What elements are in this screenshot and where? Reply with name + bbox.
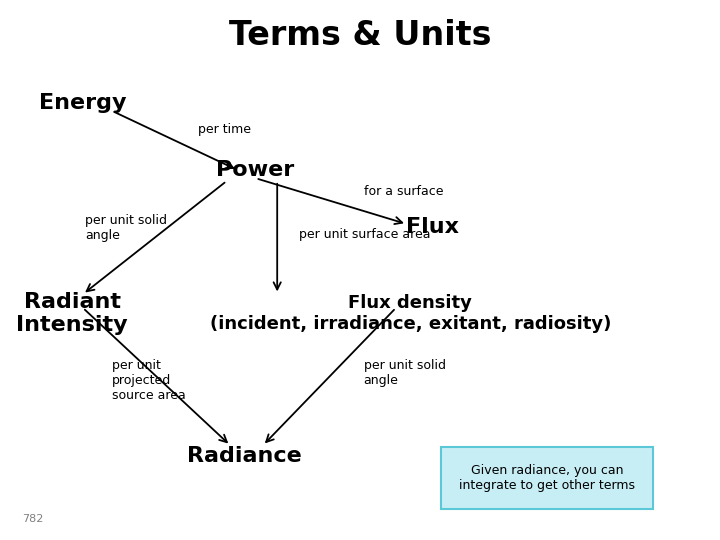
Text: Terms & Units: Terms & Units xyxy=(229,18,491,52)
Text: Flux: Flux xyxy=(405,217,459,237)
Text: Radiance: Radiance xyxy=(187,446,302,467)
Text: per unit
projected
source area: per unit projected source area xyxy=(112,359,185,402)
Text: Flux density
(incident, irradiance, exitant, radiosity): Flux density (incident, irradiance, exit… xyxy=(210,294,611,333)
FancyBboxPatch shape xyxy=(441,447,654,509)
Text: per time: per time xyxy=(198,123,251,136)
Text: Given radiance, you can
integrate to get other terms: Given radiance, you can integrate to get… xyxy=(459,464,635,492)
Text: 782: 782 xyxy=(22,514,43,524)
Text: Power: Power xyxy=(217,160,294,180)
Text: per unit solid
angle: per unit solid angle xyxy=(364,359,446,387)
Text: per unit solid
angle: per unit solid angle xyxy=(85,214,167,242)
Text: per unit surface area: per unit surface area xyxy=(299,228,431,241)
Text: for a surface: for a surface xyxy=(364,185,443,198)
Text: Radiant
Intensity: Radiant Intensity xyxy=(16,292,128,335)
Text: Energy: Energy xyxy=(39,92,127,113)
